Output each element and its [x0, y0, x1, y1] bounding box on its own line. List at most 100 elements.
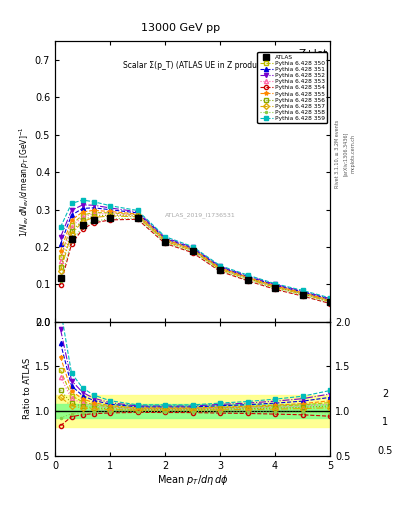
Pythia 6.428 350: [245, 274, 250, 281]
Pythia 6.428 357: [108, 213, 112, 219]
Pythia 6.428 354: [108, 217, 112, 223]
Pythia 6.428 351: [135, 210, 140, 216]
Pythia 6.428 350: [163, 237, 167, 243]
Pythia 6.428 358: [273, 286, 277, 292]
Pythia 6.428 356: [69, 228, 74, 234]
Pythia 6.428 357: [300, 291, 305, 297]
Pythia 6.428 357: [69, 231, 74, 237]
Line: Pythia 6.428 353: Pythia 6.428 353: [59, 211, 332, 303]
Line: Pythia 6.428 352: Pythia 6.428 352: [59, 203, 332, 301]
Pythia 6.428 351: [190, 245, 195, 251]
Pythia 6.428 354: [245, 278, 250, 284]
Pythia 6.428 353: [108, 210, 112, 217]
Pythia 6.428 355: [135, 211, 140, 217]
Pythia 6.428 351: [300, 289, 305, 295]
Pythia 6.428 350: [91, 209, 96, 216]
Pythia 6.428 354: [80, 226, 85, 232]
Pythia 6.428 351: [163, 236, 167, 242]
Pythia 6.428 356: [58, 264, 63, 270]
Text: 0.5: 0.5: [377, 445, 393, 456]
Pythia 6.428 355: [69, 217, 74, 223]
Pythia 6.428 359: [328, 295, 332, 301]
Pythia 6.428 358: [91, 218, 96, 224]
Pythia 6.428 350: [135, 211, 140, 218]
Pythia 6.428 357: [80, 219, 85, 225]
Pythia 6.428 356: [273, 284, 277, 290]
Pythia 6.428 357: [163, 238, 167, 244]
Pythia 6.428 353: [135, 212, 140, 219]
Text: Scalar Σ(p_T) (ATLAS UE in Z production): Scalar Σ(p_T) (ATLAS UE in Z production): [123, 60, 279, 70]
Pythia 6.428 352: [328, 295, 332, 302]
Pythia 6.428 353: [58, 258, 63, 264]
Pythia 6.428 350: [300, 290, 305, 296]
Pythia 6.428 353: [300, 290, 305, 296]
Pythia 6.428 357: [273, 284, 277, 290]
Pythia 6.428 357: [245, 276, 250, 282]
Pythia 6.428 355: [108, 208, 112, 215]
Pythia 6.428 358: [190, 249, 195, 255]
Pythia 6.428 356: [328, 298, 332, 304]
Pythia 6.428 350: [190, 246, 195, 252]
Pythia 6.428 350: [58, 254, 63, 261]
Pythia 6.428 355: [300, 290, 305, 296]
Pythia 6.428 358: [245, 277, 250, 283]
Pythia 6.428 353: [163, 237, 167, 243]
Pythia 6.428 353: [245, 275, 250, 281]
Pythia 6.428 359: [190, 244, 195, 250]
Pythia 6.428 350: [328, 297, 332, 304]
Pythia 6.428 355: [190, 246, 195, 252]
Pythia 6.428 352: [190, 244, 195, 250]
Line: Pythia 6.428 358: Pythia 6.428 358: [59, 216, 332, 305]
Pythia 6.428 351: [80, 205, 85, 211]
Pythia 6.428 358: [80, 224, 85, 230]
Pythia 6.428 354: [218, 268, 222, 274]
Pythia 6.428 358: [218, 267, 222, 273]
Pythia 6.428 351: [245, 273, 250, 280]
Pythia 6.428 350: [80, 212, 85, 218]
Pythia 6.428 358: [300, 292, 305, 298]
Pythia 6.428 356: [218, 266, 222, 272]
Pythia 6.428 353: [190, 247, 195, 253]
Pythia 6.428 351: [328, 296, 332, 303]
Pythia 6.428 353: [69, 224, 74, 230]
Pythia 6.428 351: [69, 212, 74, 218]
Pythia 6.428 357: [58, 268, 63, 274]
Pythia 6.428 358: [69, 238, 74, 244]
Pythia 6.428 351: [91, 205, 96, 211]
Pythia 6.428 358: [58, 278, 63, 284]
Pythia 6.428 350: [69, 222, 74, 228]
Bar: [55, 395, 330, 427]
Pythia 6.428 356: [163, 238, 167, 244]
Pythia 6.428 354: [190, 249, 195, 255]
Bar: [55, 404, 330, 418]
Line: Pythia 6.428 357: Pythia 6.428 357: [59, 214, 332, 304]
Pythia 6.428 359: [218, 263, 222, 269]
Pythia 6.428 354: [300, 293, 305, 299]
Pythia 6.428 355: [245, 274, 250, 281]
Pythia 6.428 353: [80, 214, 85, 220]
Pythia 6.428 356: [135, 213, 140, 219]
Pythia 6.428 359: [108, 203, 112, 209]
Pythia 6.428 357: [91, 215, 96, 221]
Pythia 6.428 359: [91, 199, 96, 205]
Pythia 6.428 359: [300, 287, 305, 293]
Pythia 6.428 359: [273, 281, 277, 287]
Pythia 6.428 355: [163, 236, 167, 242]
Line: Pythia 6.428 359: Pythia 6.428 359: [59, 198, 332, 300]
Legend: ATLAS, Pythia 6.428 350, Pythia 6.428 351, Pythia 6.428 352, Pythia 6.428 353, P: ATLAS, Pythia 6.428 350, Pythia 6.428 35…: [257, 52, 327, 123]
Pythia 6.428 352: [218, 263, 222, 269]
Pythia 6.428 358: [163, 240, 167, 246]
Line: Pythia 6.428 356: Pythia 6.428 356: [59, 213, 332, 304]
Pythia 6.428 353: [218, 266, 222, 272]
Y-axis label: $1/N_\mathit{ev}\,dN_\mathit{ev}/d\,\mathrm{mean}\,p_T\,[\mathrm{GeV}]^{-1}$: $1/N_\mathit{ev}\,dN_\mathit{ev}/d\,\mat…: [18, 126, 32, 237]
Pythia 6.428 354: [135, 216, 140, 222]
Pythia 6.428 354: [69, 241, 74, 247]
Pythia 6.428 359: [163, 233, 167, 240]
Pythia 6.428 352: [69, 207, 74, 214]
Text: mcplots.cern.ch: mcplots.cern.ch: [350, 134, 355, 173]
Pythia 6.428 352: [300, 288, 305, 294]
Line: Pythia 6.428 350: Pythia 6.428 350: [59, 210, 332, 303]
Line: Pythia 6.428 351: Pythia 6.428 351: [59, 206, 332, 302]
Pythia 6.428 351: [218, 264, 222, 270]
Pythia 6.428 350: [108, 210, 112, 216]
